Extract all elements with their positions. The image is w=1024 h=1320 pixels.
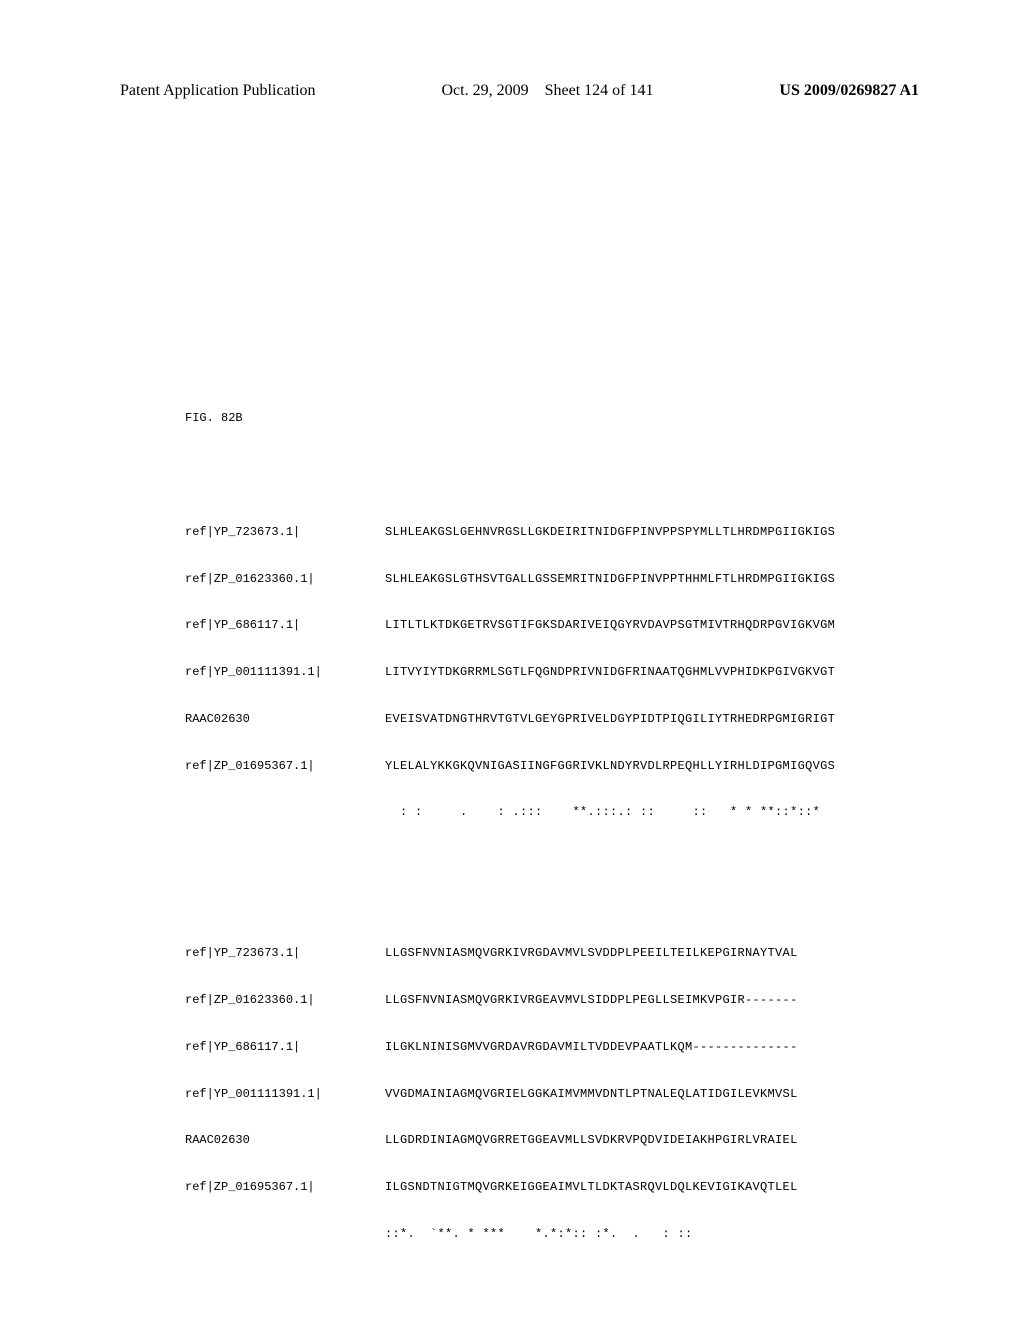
sequence-id: ref|ZP_01623360.1| (185, 572, 385, 588)
consensus-text: : : . : .::: **.:::.: :: :: * * **::*::* (385, 805, 828, 821)
sequence-id: ref|YP_001111391.1| (185, 665, 385, 681)
consensus-row: ::*. `**. * *** *.*:*:: :*. . : :: (185, 1227, 835, 1243)
publication-number: US 2009/0269827 A1 (779, 82, 919, 100)
consensus-row: : : . : .::: **.:::.: :: :: * * **::*::* (185, 805, 835, 821)
sequence-row: ref|YP_001111391.1|LITVYIYTDKGRRMLSGTLFQ… (185, 665, 835, 681)
sequence-text: LLGDRDINIAGMQVGRRETGGEAVMLLSVDKRVPQDVIDE… (385, 1133, 798, 1149)
sequence-id: ref|ZP_01695367.1| (185, 759, 385, 775)
sequence-id (185, 805, 385, 821)
sequence-row: ref|ZP_01623360.1|SLHLEAKGSLGTHSVTGALLGS… (185, 572, 835, 588)
sequence-text: SLHLEAKGSLGTHSVTGALLGSSEMRITNIDGFPINVPPT… (385, 572, 835, 588)
sequence-id: ref|YP_686117.1| (185, 618, 385, 634)
sequence-row: RAAC02630EVEISVATDNGTHRVTGTVLGEYGPRIVELD… (185, 712, 835, 728)
consensus-text: ::*. `**. * *** *.*:*:: :*. . : :: (385, 1227, 790, 1243)
publication-type: Patent Application Publication (120, 82, 316, 100)
sequence-row: ref|YP_686117.1|LITLTLKTDKGETRVSGTIFGKSD… (185, 618, 835, 634)
sequence-row: ref|YP_001111391.1|VVGDMAINIAGMQVGRIELGG… (185, 1087, 835, 1103)
sequence-id: ref|YP_686117.1| (185, 1040, 385, 1056)
sequence-id: ref|ZP_01695367.1| (185, 1180, 385, 1196)
sequence-row: ref|ZP_01695367.1|YLELALYKKGKQVNIGASIING… (185, 759, 835, 775)
sheet-number: Sheet 124 of 141 (545, 82, 654, 99)
sequence-id: ref|YP_001111391.1| (185, 1087, 385, 1103)
header-center: Oct. 29, 2009 Sheet 124 of 141 (441, 82, 653, 100)
figure-label: FIG. 82B (185, 411, 835, 427)
sequence-text: VVGDMAINIAGMQVGRIELGGKAIMVMMVDNTLPTNALEQ… (385, 1087, 798, 1103)
sequence-id (185, 1227, 385, 1243)
sequence-id: RAAC02630 (185, 1133, 385, 1149)
sequence-text: LITVYIYTDKGRRMLSGTLFQGNDPRIVNIDGFRINAATQ… (385, 665, 835, 681)
sequence-text: ILGSNDTNIGTMQVGRKEIGGEAIMVLTLDKTASRQVLDQ… (385, 1180, 798, 1196)
sequence-row: ref|ZP_01623360.1|LLGSFNVNIASMQVGRKIVRGE… (185, 993, 835, 1009)
sequence-id: ref|ZP_01623360.1| (185, 993, 385, 1009)
sequence-row: ref|YP_686117.1|ILGKLNINISGMVVGRDAVRGDAV… (185, 1040, 835, 1056)
sequence-text: LLGSFNVNIASMQVGRKIVRGEAVMVLSIDDPLPEGLLSE… (385, 993, 798, 1009)
sequence-text: LLGSFNVNIASMQVGRKIVRGDAVMVLSVDDPLPEEILTE… (385, 946, 798, 962)
sequence-row: ref|YP_723673.1|LLGSFNVNIASMQVGRKIVRGDAV… (185, 946, 835, 962)
page-header: Patent Application Publication Oct. 29, … (0, 82, 1024, 100)
sequence-text: EVEISVATDNGTHRVTGTVLGEYGPRIVELDGYPIDTPIQ… (385, 712, 835, 728)
sequence-id: RAAC02630 (185, 712, 385, 728)
figure-content: FIG. 82B ref|YP_723673.1|SLHLEAKGSLGEHNV… (185, 380, 835, 1305)
alignment-block-2: ref|YP_723673.1|LLGSFNVNIASMQVGRKIVRGDAV… (185, 915, 835, 1274)
sequence-text: ILGKLNINISGMVVGRDAVRGDAVMILTVDDEVPAATLKQ… (385, 1040, 798, 1056)
sequence-text: YLELALYKKGKQVNIGASIINGFGGRIVKLNDYRVDLRPE… (385, 759, 835, 775)
sequence-id: ref|YP_723673.1| (185, 946, 385, 962)
sequence-text: LITLTLKTDKGETRVSGTIFGKSDARIVEIQGYRVDAVPS… (385, 618, 835, 634)
sequence-row: ref|ZP_01695367.1|ILGSNDTNIGTMQVGRKEIGGE… (185, 1180, 835, 1196)
sequence-id: ref|YP_723673.1| (185, 525, 385, 541)
sequence-row: RAAC02630LLGDRDINIAGMQVGRRETGGEAVMLLSVDK… (185, 1133, 835, 1149)
publication-date: Oct. 29, 2009 (441, 82, 528, 99)
sequence-text: SLHLEAKGSLGEHNVRGSLLGKDEIRITNIDGFPINVPPS… (385, 525, 835, 541)
sequence-row: ref|YP_723673.1|SLHLEAKGSLGEHNVRGSLLGKDE… (185, 525, 835, 541)
alignment-block-1: ref|YP_723673.1|SLHLEAKGSLGEHNVRGSLLGKDE… (185, 494, 835, 853)
